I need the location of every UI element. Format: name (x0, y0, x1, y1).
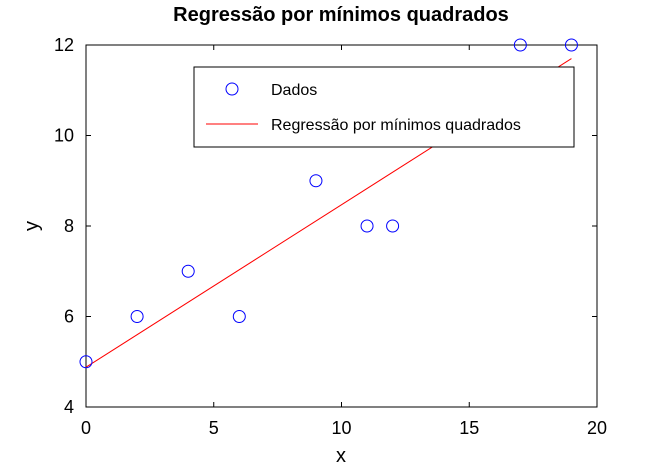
x-tick-label: 5 (209, 418, 219, 438)
x-tick-label: 15 (459, 418, 479, 438)
y-tick-label: 8 (64, 216, 74, 236)
data-point (386, 219, 400, 233)
data-point (564, 38, 578, 52)
y-axis-label: y (21, 221, 43, 231)
chart-title: Regressão por mínimos quadrados (173, 4, 509, 26)
legend-entry-label: Regressão por mínimos quadrados (271, 117, 521, 134)
legend-entry-label: Dados (271, 82, 317, 99)
y-tick-label: 4 (64, 397, 74, 417)
y-tick-label: 6 (64, 307, 74, 327)
data-point (360, 219, 374, 233)
data-point (309, 174, 323, 188)
x-tick-label: 20 (587, 418, 607, 438)
legend-box (193, 66, 575, 148)
legend: Dados Regressão por mínimos quadrados (193, 66, 575, 148)
data-point (513, 38, 527, 52)
data-point (232, 310, 246, 323)
x-tick-label: 0 (81, 418, 91, 438)
x-tick-label: 10 (331, 418, 351, 438)
x-axis-label: x (336, 445, 346, 462)
y-tick-label: 12 (54, 35, 74, 55)
legend-marker-circle (225, 82, 239, 96)
y-tick-label: 10 (54, 126, 74, 146)
data-point (130, 310, 144, 323)
data-point (181, 264, 195, 278)
data-point (79, 355, 93, 369)
